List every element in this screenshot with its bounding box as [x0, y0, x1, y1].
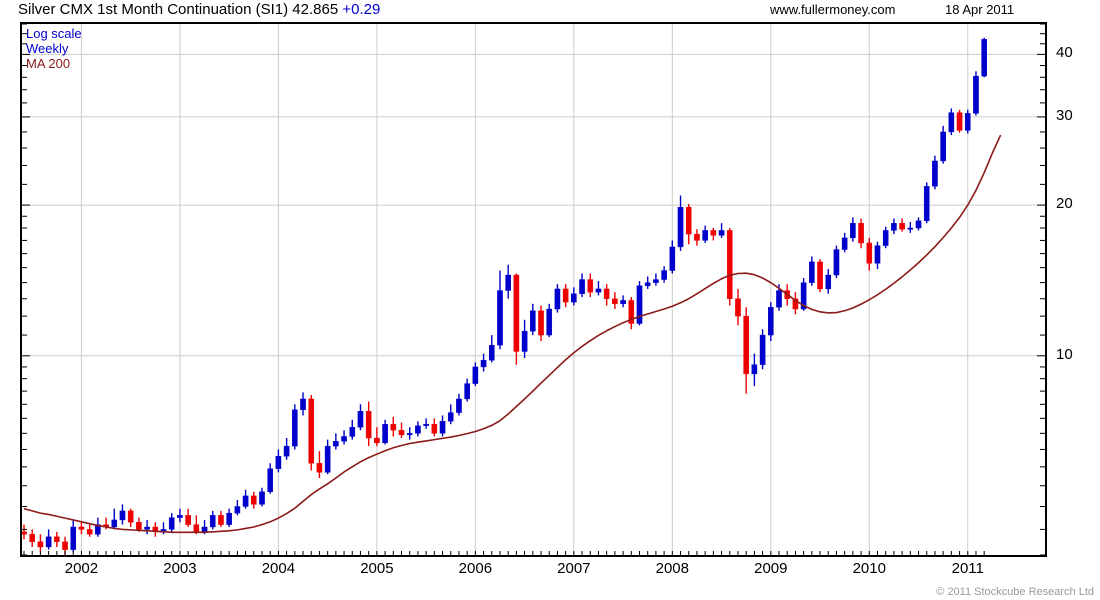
x-axis-label: 2004	[261, 560, 296, 577]
chart-date: 18 Apr 2011	[945, 2, 1015, 17]
copyright-notice: © 2011 Stockcube Research Ltd	[936, 586, 1094, 598]
page-title: Silver CMX 1st Month Continuation (SI1) …	[18, 1, 380, 18]
chart-header: Silver CMX 1st Month Continuation (SI1) …	[0, 0, 1100, 20]
legend-ma: MA 200	[26, 56, 71, 71]
legend-interval: Weekly	[26, 41, 69, 56]
instrument-name: Silver CMX 1st Month Continuation (SI1)	[18, 1, 289, 18]
x-axis-label: 2007	[557, 560, 591, 577]
price-change: +0.29	[342, 1, 381, 18]
x-axis-label: 2010	[852, 560, 886, 577]
x-axis-label: 2008	[655, 560, 689, 577]
ohlc-bars	[22, 37, 987, 555]
y-axis-label: 20	[1056, 195, 1073, 213]
x-axis-ticks	[23, 551, 985, 555]
x-axis-label: 2003	[163, 560, 197, 577]
x-axis-label: 2011	[951, 560, 984, 577]
y-axis-label: 10	[1056, 345, 1073, 363]
website-label: www.fullermoney.com	[770, 2, 896, 17]
y-axis-label: 30	[1056, 106, 1073, 124]
x-axis-label: 2009	[754, 560, 788, 577]
price-chart-svg	[22, 24, 1045, 555]
last-price: 42.865	[292, 1, 339, 18]
chart-legend: Log scale Weekly MA 200	[26, 26, 82, 71]
x-axis-label: 2006	[458, 560, 493, 577]
legend-scale: Log scale	[26, 26, 82, 41]
chart-plot-area	[20, 22, 1047, 557]
x-axis-label: 2005	[360, 560, 394, 577]
ma200-line	[23, 134, 1002, 534]
y-axis-label: 40	[1056, 44, 1073, 62]
gridlines	[22, 24, 1045, 555]
x-axis-label: 2002	[64, 560, 99, 577]
y-axis-ticks	[22, 24, 1045, 555]
chart-canvas	[22, 24, 1045, 555]
